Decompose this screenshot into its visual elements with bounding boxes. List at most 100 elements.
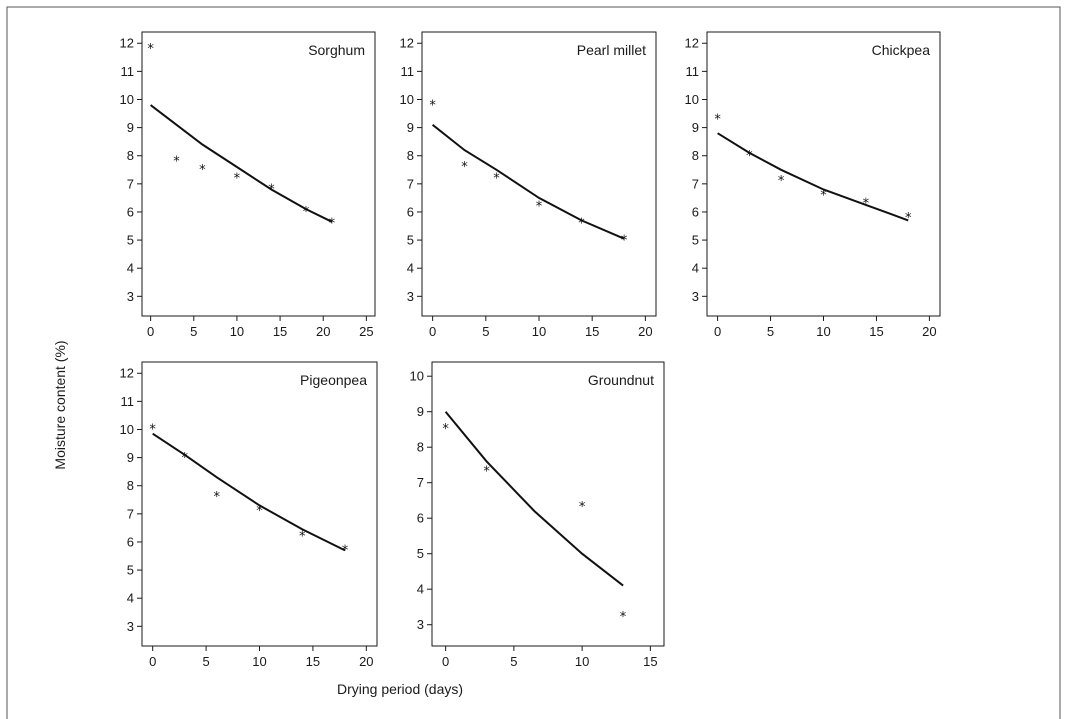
panel-pearl-millet: 3 4 5 6 7 8 9 10 11 12 0 5 10 15 20 Pearl millet * * * * * * (400, 31, 657, 339)
observed-point: * (536, 200, 543, 215)
observed-point: * (173, 155, 180, 170)
observed-point: * (303, 205, 310, 220)
x-tick-label: 5 (510, 654, 517, 669)
observed-point: * (621, 233, 628, 248)
y-tick-label: 5 (407, 233, 414, 248)
y-tick-label: 9 (692, 120, 699, 135)
x-tick-label: 20 (316, 324, 330, 339)
y-tick-label: 10 (685, 92, 699, 107)
y-tick-label: 4 (417, 582, 424, 597)
x-tick-label: 10 (816, 324, 830, 339)
y-tick-label: 4 (127, 591, 134, 606)
y-tick-label: 3 (417, 617, 424, 632)
y-tick-label: 11 (121, 394, 135, 409)
observed-point: * (342, 544, 349, 559)
observed-point: * (214, 490, 221, 505)
y-tick-label: 10 (400, 92, 414, 107)
y-tick-label: 6 (692, 204, 699, 219)
panel-title: Groundnut (588, 372, 654, 388)
y-tick-label: 8 (692, 148, 699, 163)
x-tick-label: 20 (359, 654, 373, 669)
y-tick-label: 9 (417, 404, 424, 419)
observed-point: * (181, 451, 188, 466)
plot-area (431, 361, 665, 647)
observed-point: * (579, 500, 586, 515)
y-tick-label: 9 (127, 120, 134, 135)
x-tick-label: 5 (767, 324, 774, 339)
y-tick-label: 4 (127, 261, 134, 276)
y-tick-label: 10 (120, 92, 134, 107)
x-tick-label: 10 (230, 324, 244, 339)
observed-point: * (147, 42, 154, 57)
observed-point: * (778, 174, 785, 189)
fitted-curve (444, 411, 624, 587)
observed-point: * (429, 98, 436, 113)
y-tick-label: 7 (692, 176, 699, 191)
observed-point: * (256, 504, 263, 519)
x-tick-label: 0 (149, 654, 156, 669)
x-tick-label: 0 (442, 654, 449, 669)
y-tick-label: 6 (407, 204, 414, 219)
x-tick-label: 20 (922, 324, 936, 339)
plot-area (421, 31, 657, 317)
y-tick-label: 7 (127, 176, 134, 191)
y-tick-label: 4 (407, 261, 414, 276)
figure-frame (6, 6, 1061, 719)
observed-point: * (714, 112, 721, 127)
figure-xlabel: Drying period (days) (337, 681, 463, 697)
y-tick-label: 8 (407, 148, 414, 163)
observed-point: * (746, 149, 753, 164)
plot-area (706, 31, 941, 317)
y-tick-label: 12 (120, 36, 134, 51)
observed-point: * (461, 160, 468, 175)
y-tick-label: 7 (127, 506, 134, 521)
y-tick-label: 5 (127, 233, 134, 248)
observed-point: * (149, 423, 156, 438)
observed-point: * (483, 465, 490, 480)
y-tick-label: 9 (127, 450, 134, 465)
observed-point: * (493, 171, 500, 186)
y-tick-label: 6 (417, 511, 424, 526)
x-tick-label: 25 (359, 324, 373, 339)
panel-title: Pearl millet (577, 42, 646, 58)
y-tick-label: 3 (127, 289, 134, 304)
y-tick-label: 12 (120, 366, 134, 381)
y-tick-label: 10 (410, 369, 424, 384)
y-tick-label: 3 (127, 619, 134, 634)
y-tick-label: 3 (692, 289, 699, 304)
y-tick-label: 3 (407, 289, 414, 304)
y-tick-label: 7 (417, 475, 424, 490)
fitted-curve (149, 104, 333, 223)
x-tick-label: 15 (306, 654, 320, 669)
y-tick-label: 8 (127, 148, 134, 163)
x-tick-label: 15 (643, 654, 657, 669)
y-tick-label: 9 (407, 120, 414, 135)
y-tick-label: 5 (127, 563, 134, 578)
y-tick-label: 11 (686, 64, 700, 79)
chart-panels: 3 4 5 6 7 8 9 10 11 12 0 5 10 15 20 25 Sorghum * * * * * * * 3 4 5… (120, 31, 941, 669)
fitted-curve (431, 124, 625, 240)
x-tick-label: 5 (202, 654, 209, 669)
panel-title: Chickpea (872, 42, 931, 58)
y-tick-label: 12 (400, 36, 414, 51)
figure-ylabel: Moisture content (%) (52, 340, 68, 469)
observed-point: * (442, 422, 449, 437)
fitted-curve (717, 132, 909, 222)
x-tick-label: 0 (147, 324, 154, 339)
observed-point: * (199, 163, 206, 178)
observed-point: * (905, 211, 912, 226)
plot-area (141, 31, 376, 317)
y-tick-label: 10 (120, 422, 134, 437)
y-tick-label: 5 (417, 546, 424, 561)
x-tick-label: 5 (482, 324, 489, 339)
x-tick-label: 15 (585, 324, 599, 339)
panel-pigeonpea: 3 4 5 6 7 8 9 10 11 12 0 5 10 15 20 Pigeonpea * * * * * * (120, 361, 378, 669)
y-tick-label: 11 (401, 64, 415, 79)
observed-point: * (578, 216, 585, 231)
x-tick-label: 20 (638, 324, 652, 339)
observed-point: * (620, 610, 627, 625)
y-tick-label: 8 (127, 478, 134, 493)
